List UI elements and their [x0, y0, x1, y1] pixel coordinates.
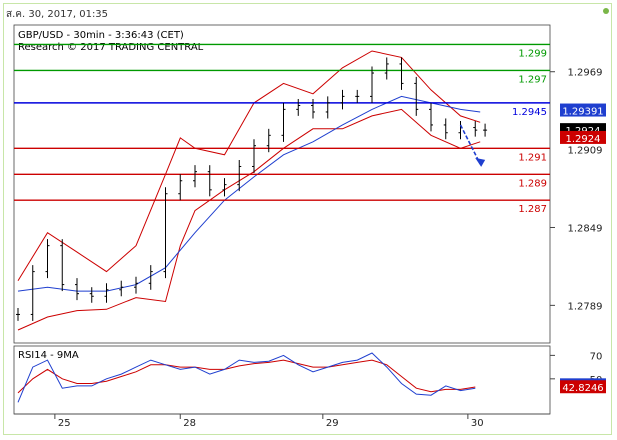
- price-tag-0-text: 1.29391: [562, 107, 603, 118]
- level-label-1.287: 1.287: [518, 204, 547, 215]
- level-label-1.291: 1.291: [518, 152, 547, 163]
- forecast-arrow-head: [475, 157, 486, 167]
- rsi-ma-line: [17, 359, 476, 394]
- rsi-tag-1-bg: [560, 380, 606, 394]
- x-tick-label: 28: [183, 418, 196, 429]
- price-tag-2-text: 1.2924: [566, 134, 601, 145]
- level-label-1.299: 1.299: [518, 48, 547, 59]
- x-tick-label: 30: [471, 418, 484, 429]
- x-tick-label: 29: [326, 418, 339, 429]
- y-tick-label-hidden: 1.2909: [568, 146, 603, 157]
- rsi-y-tick-label: 70: [590, 351, 603, 362]
- rsi-line: [17, 352, 476, 403]
- chart-border: [3, 3, 612, 435]
- level-label-1.289: 1.289: [518, 178, 547, 189]
- level-label-1.297: 1.297: [518, 74, 547, 85]
- bollinger-upper: [17, 50, 481, 281]
- x-tick-label: 25: [58, 418, 71, 429]
- main-panel: [13, 24, 551, 344]
- y-tick-label: 1.2849: [568, 223, 603, 234]
- price-tag-2-bg: [560, 130, 606, 144]
- price-tag-0-bg: [560, 103, 606, 117]
- y-tick-label: 1.2789: [568, 301, 603, 312]
- rsi-tag-1-text: 42.8246: [562, 383, 603, 394]
- level-label-1.2945: 1.2945: [512, 107, 547, 118]
- moving-average: [17, 95, 481, 292]
- bollinger-lower: [17, 108, 481, 331]
- chart-subtitle: Research © 2017 TRADING CENTRAL: [18, 42, 204, 53]
- y-tick-label: 1.2969: [568, 68, 603, 79]
- chart-title: GBP/USD - 30min - 3:36:43 (CET): [18, 30, 184, 41]
- forecast-arrow-shaft: [459, 124, 481, 165]
- status-dot-icon: [603, 8, 609, 14]
- timestamp-label: ส.ค. 30, 2017, 01:35: [6, 9, 109, 20]
- rsi-title: RSI14 - 9MA: [18, 350, 79, 361]
